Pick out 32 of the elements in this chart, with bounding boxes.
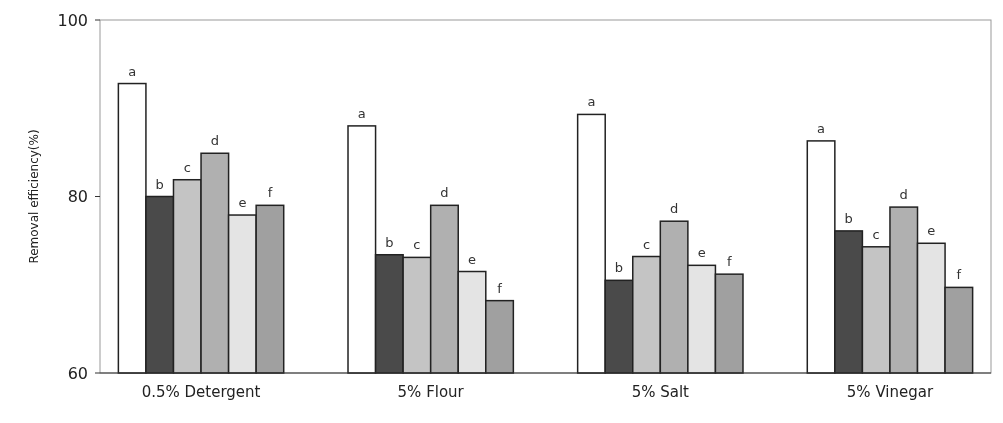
- data-label: f: [267, 185, 273, 201]
- data-label: d: [669, 201, 679, 217]
- data-label: e: [238, 195, 247, 211]
- y-tick-label: 60: [67, 363, 88, 383]
- data-label: f: [726, 254, 732, 270]
- data-label: a: [587, 94, 596, 110]
- data-label: f: [497, 280, 503, 296]
- data-label: b: [844, 210, 853, 226]
- data-label: e: [927, 223, 936, 239]
- data-label: e: [697, 245, 706, 261]
- y-tick-label: 80: [67, 187, 88, 207]
- data-label: b: [385, 234, 394, 250]
- y-tick-label: 100: [57, 10, 88, 30]
- y-axis-title: Removal efficiency(%): [27, 129, 41, 264]
- data-label: b: [155, 176, 164, 192]
- data-label: f: [956, 267, 962, 283]
- data-label: a: [128, 63, 137, 79]
- data-label: b: [614, 260, 624, 276]
- data-label: d: [440, 185, 449, 201]
- x-tick-label: 0.5% Detergent: [141, 383, 261, 401]
- data-label: d: [899, 187, 908, 203]
- x-tick-label: 5% Vinegar: [846, 383, 934, 401]
- x-tick-label: 5% Salt: [631, 383, 690, 401]
- data-label: a: [817, 120, 826, 136]
- data-label: e: [468, 251, 477, 267]
- data-label: c: [413, 237, 421, 253]
- x-tick-label: 5% Flour: [397, 383, 465, 401]
- data-label: a: [357, 105, 366, 121]
- data-label: c: [183, 159, 191, 175]
- data-label: c: [642, 236, 651, 252]
- data-label: c: [872, 226, 880, 242]
- data-label: d: [210, 133, 219, 149]
